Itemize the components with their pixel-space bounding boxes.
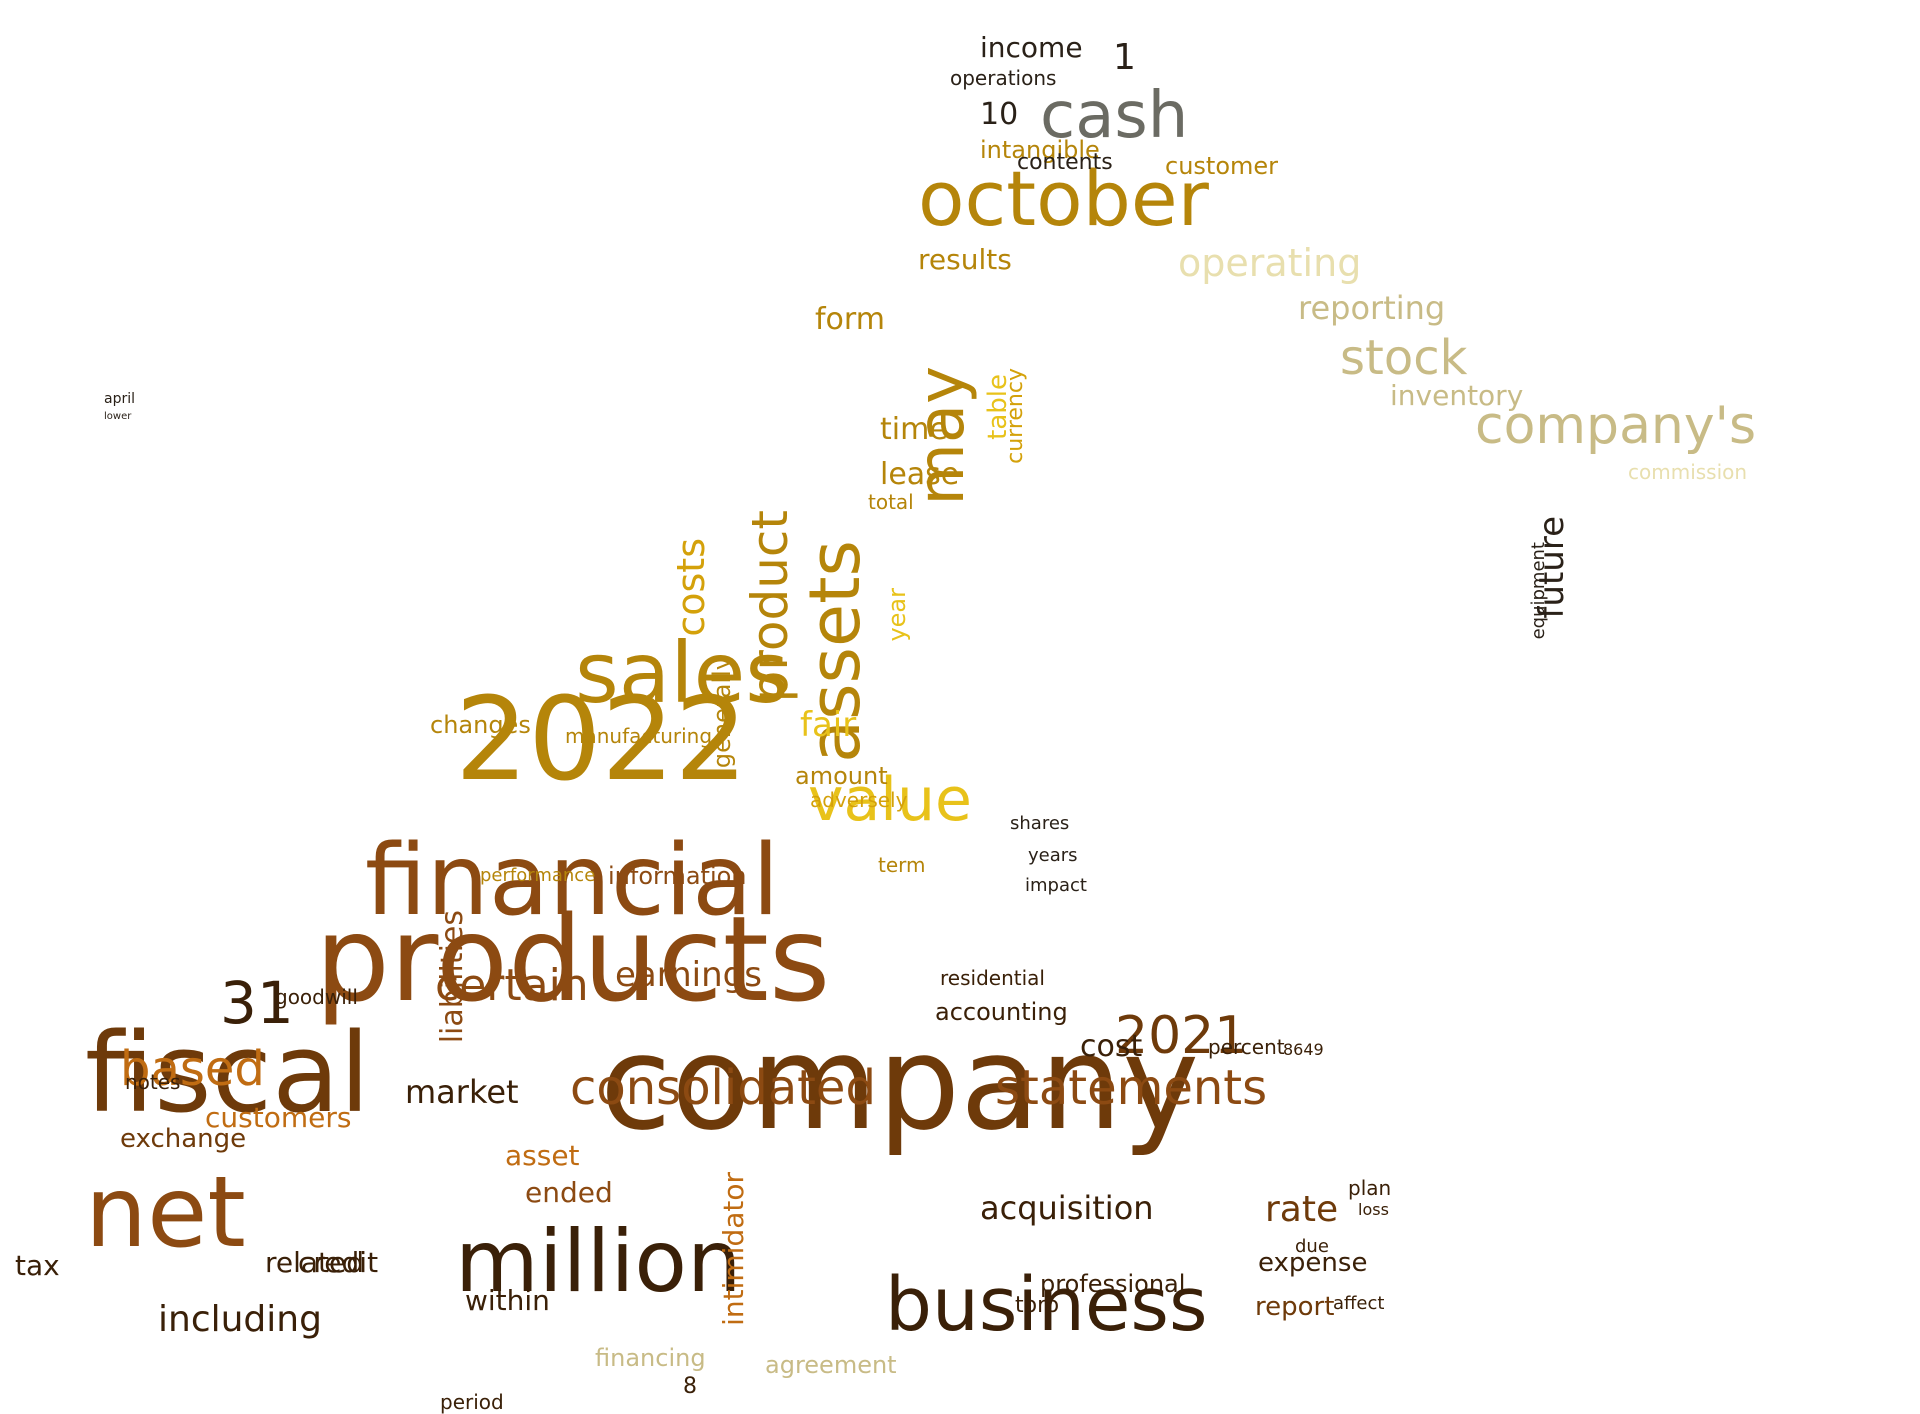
word-36: asset [505, 1139, 580, 1172]
word-80: equipment [1528, 542, 1549, 640]
word-45: reporting [1298, 289, 1446, 327]
word-40: cost [1080, 1029, 1143, 1064]
word-44: inventory [1390, 379, 1524, 412]
word-76: period [440, 1390, 504, 1414]
word-84: loss [1358, 1200, 1389, 1219]
word-51: form [815, 302, 885, 337]
word-72: manufacturing [565, 724, 713, 748]
word-16: 31 [220, 969, 294, 1037]
word-77: years [1028, 845, 1078, 866]
word-66: agreement [765, 1351, 897, 1379]
word-39: liabilities [435, 910, 470, 1044]
word-28: market [405, 1073, 519, 1111]
word-89: 8649 [1283, 1040, 1324, 1059]
word-38: tax [15, 1249, 60, 1282]
word-57: year [883, 588, 911, 642]
word-58: changes [430, 711, 531, 739]
word-92: lower [104, 411, 132, 422]
word-33: accounting [935, 998, 1068, 1026]
word-29: customers [205, 1101, 352, 1134]
word-17: company's [1475, 396, 1757, 456]
word-65: financing [595, 1344, 706, 1372]
word-68: 1 [1113, 37, 1136, 78]
word-91: april [104, 391, 136, 407]
word-75: term [878, 853, 926, 877]
word-83: plan [1348, 1176, 1392, 1200]
word-63: goodwill [275, 985, 358, 1009]
word-24: including [158, 1299, 322, 1340]
word-78: impact [1025, 875, 1087, 896]
word-2: fiscal [85, 1009, 371, 1137]
word-3: 2022 [455, 673, 748, 807]
word-81: commission [1628, 460, 1748, 484]
word-15: 2021 [1115, 1006, 1248, 1066]
word-6: million [455, 1212, 742, 1312]
word-60: generally [708, 656, 736, 769]
word-85: due [1295, 1236, 1329, 1257]
word-62: notes [125, 1070, 181, 1094]
word-87: toro [1015, 1293, 1060, 1318]
word-86: affect [1333, 1293, 1385, 1314]
word-21: based [120, 1041, 265, 1097]
word-71: currency [1003, 368, 1028, 464]
word-46: results [918, 243, 1012, 276]
word-43: professional [1040, 1270, 1186, 1298]
word-22: product [741, 510, 799, 703]
word-79: shares [1010, 813, 1070, 834]
word-26: earnings [615, 955, 762, 995]
word-18: stock [1340, 330, 1468, 386]
word-12: cash [1040, 79, 1189, 153]
word-9: sales [575, 624, 790, 722]
word-70: contents [1017, 150, 1113, 175]
word-53: lease [880, 457, 960, 492]
word-59: amount [795, 762, 888, 790]
word-31: within [465, 1284, 550, 1317]
word-90: 8 [683, 1374, 697, 1399]
word-13: consolidated [570, 1060, 876, 1116]
word-88: intimidator [717, 1172, 750, 1326]
word-56: costs [669, 538, 713, 637]
word-14: statements [995, 1060, 1268, 1116]
word-69: 10 [980, 97, 1019, 132]
word-1: products [315, 890, 831, 1028]
word-47: income [980, 31, 1083, 64]
word-42: report [1255, 1292, 1335, 1322]
word-11: value [808, 765, 972, 835]
word-25: rate [1265, 1189, 1339, 1230]
word-27: acquisition [980, 1189, 1154, 1227]
word-41: expense [1258, 1248, 1368, 1278]
word-74: performance [480, 865, 596, 886]
word-20: certain [435, 960, 589, 1011]
word-30: related [265, 1246, 365, 1279]
word-49: intangible [980, 136, 1100, 164]
word-4: net [85, 1156, 246, 1270]
word-37: ended [525, 1176, 613, 1209]
word-73: adversely [810, 788, 908, 812]
word-23: operating [1178, 241, 1362, 285]
word-8: october [918, 154, 1209, 243]
word-32: credit [298, 1246, 379, 1279]
word-50: customer [1165, 152, 1279, 180]
word-82: total [868, 490, 914, 514]
word-35: fair [800, 705, 857, 745]
word-64: residential [940, 966, 1045, 990]
word-67: percent [1208, 1035, 1285, 1059]
word-5: financial [365, 824, 780, 938]
word-52: time [880, 412, 948, 447]
word-48: operations [950, 66, 1057, 90]
word-34: information [608, 862, 747, 890]
word-0: company [600, 1007, 1200, 1159]
word-7: business [885, 1262, 1208, 1348]
word-61: exchange [120, 1124, 247, 1154]
